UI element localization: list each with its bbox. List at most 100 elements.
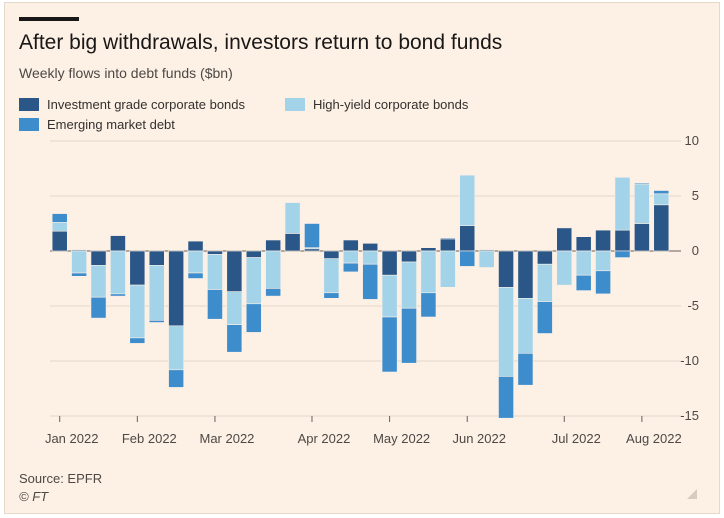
- bar-segment: [90, 250, 107, 266]
- bar-segment: [207, 289, 223, 320]
- bar-segment: [342, 250, 359, 264]
- bar-segment: [634, 223, 650, 252]
- bar-segment: [439, 237, 456, 240]
- x-tick-label: Jan 2022: [45, 431, 99, 446]
- bar-segment: [595, 229, 611, 252]
- bar-segment: [71, 250, 87, 274]
- bar-chart: 10 5 0 -5 -10 -15 Jan 2022 Feb 2022 Mar 2022 Apr …: [45, 133, 699, 446]
- bar-segment: [51, 230, 68, 252]
- bar-segment: [129, 250, 146, 286]
- bar-segment: [110, 235, 126, 252]
- bar-segment: [110, 293, 126, 297]
- legend-item-emerging-market: Emerging market debt: [19, 117, 175, 132]
- x-tick-label: Jun 2022: [452, 431, 506, 446]
- chart-title: After big withdrawals, investors return …: [19, 31, 503, 54]
- bar-segment: [459, 174, 476, 227]
- legend-label: Investment grade corporate bonds: [47, 97, 246, 112]
- bar-segment: [536, 301, 553, 334]
- bar-segment: [478, 250, 495, 268]
- bar-segment: [187, 240, 204, 252]
- legend-label: Emerging market debt: [47, 117, 175, 132]
- bar-segment: [595, 250, 611, 272]
- bar-segment: [284, 202, 301, 234]
- x-tick-label: Aug 2022: [626, 431, 682, 446]
- bar-segment: [556, 227, 573, 252]
- y-tick-label: 0: [692, 243, 699, 258]
- bar-segment: [517, 250, 534, 299]
- bar-segment: [575, 250, 592, 276]
- bar-segment: [459, 250, 476, 267]
- bar-segment: [498, 250, 514, 288]
- y-tick-label: -10: [680, 353, 699, 368]
- x-tick-label: May 2022: [373, 431, 430, 446]
- bar-segment: [51, 222, 68, 232]
- chart-subtitle: Weekly flows into debt funds ($bn): [19, 65, 233, 81]
- chart-card: After big withdrawals, investors return …: [4, 2, 720, 514]
- header-rule: [19, 17, 79, 21]
- legend-label: High-yield corporate bonds: [313, 97, 469, 112]
- bar-segment: [168, 369, 185, 388]
- bar-segment: [517, 297, 534, 354]
- bar-segment: [401, 307, 417, 364]
- bar-segment: [653, 204, 670, 252]
- bar-segment: [110, 250, 126, 295]
- bar-segment: [536, 263, 553, 302]
- bar-segment: [439, 250, 456, 288]
- bar-segment: [614, 177, 631, 231]
- bar-segment: [187, 250, 204, 274]
- bar-segment: [265, 239, 282, 252]
- bar-segment: [168, 250, 185, 327]
- bar-segment: [323, 292, 340, 299]
- bar-segment: [362, 243, 379, 252]
- bar-segment: [401, 250, 417, 263]
- bar-segment: [207, 250, 223, 255]
- bar-segment: [634, 182, 650, 185]
- bar-segment: [168, 325, 185, 371]
- bar-segment: [420, 250, 437, 294]
- bar-segment: [362, 250, 379, 265]
- bar-segment: [71, 272, 87, 277]
- bar-segment: [498, 376, 514, 419]
- bar-segment: [226, 324, 243, 353]
- bar-segment: [401, 261, 417, 309]
- credit-note: © FT: [19, 489, 49, 504]
- resize-handle-icon: [687, 489, 697, 499]
- y-tick-label: -5: [687, 298, 699, 313]
- legend-item-investment-grade: Investment grade corporate bonds: [19, 97, 245, 112]
- bar-segment: [265, 250, 282, 289]
- bar-segment: [634, 183, 650, 224]
- bar-segment: [226, 291, 243, 326]
- bar-segment: [187, 272, 204, 279]
- bar-segment: [595, 270, 611, 295]
- legend-swatch: [285, 98, 305, 111]
- bar-segment: [420, 247, 437, 252]
- bar-segment: [304, 248, 320, 252]
- bar-segment: [439, 238, 456, 252]
- bar-segment: [614, 250, 631, 258]
- bar-segment: [90, 264, 107, 298]
- bar-segment: [614, 229, 631, 252]
- bar-segment: [517, 352, 534, 386]
- bar-segment: [129, 337, 146, 344]
- bar-segment: [498, 286, 514, 377]
- bar-segment: [245, 303, 262, 333]
- bar-segment: [575, 236, 592, 252]
- bar-segment: [129, 284, 146, 339]
- bar-segment: [459, 225, 476, 252]
- x-tick-label: Feb 2022: [122, 431, 177, 446]
- bar-segment: [148, 250, 165, 266]
- bar-segment: [381, 316, 398, 373]
- bar-segment: [653, 193, 670, 206]
- x-tick-label: Mar 2022: [199, 431, 254, 446]
- legend-swatch: [19, 98, 39, 111]
- bar-segment: [323, 258, 340, 294]
- bar-segment: [575, 274, 592, 291]
- bar-segment: [148, 264, 165, 321]
- bar-segment: [265, 288, 282, 297]
- y-tick-label: 10: [685, 133, 699, 148]
- bar-segment: [51, 213, 68, 223]
- bar-segment: [381, 274, 398, 318]
- bar-segment: [245, 250, 262, 258]
- x-tick-label: Apr 2022: [298, 431, 351, 446]
- legend-swatch: [19, 118, 39, 131]
